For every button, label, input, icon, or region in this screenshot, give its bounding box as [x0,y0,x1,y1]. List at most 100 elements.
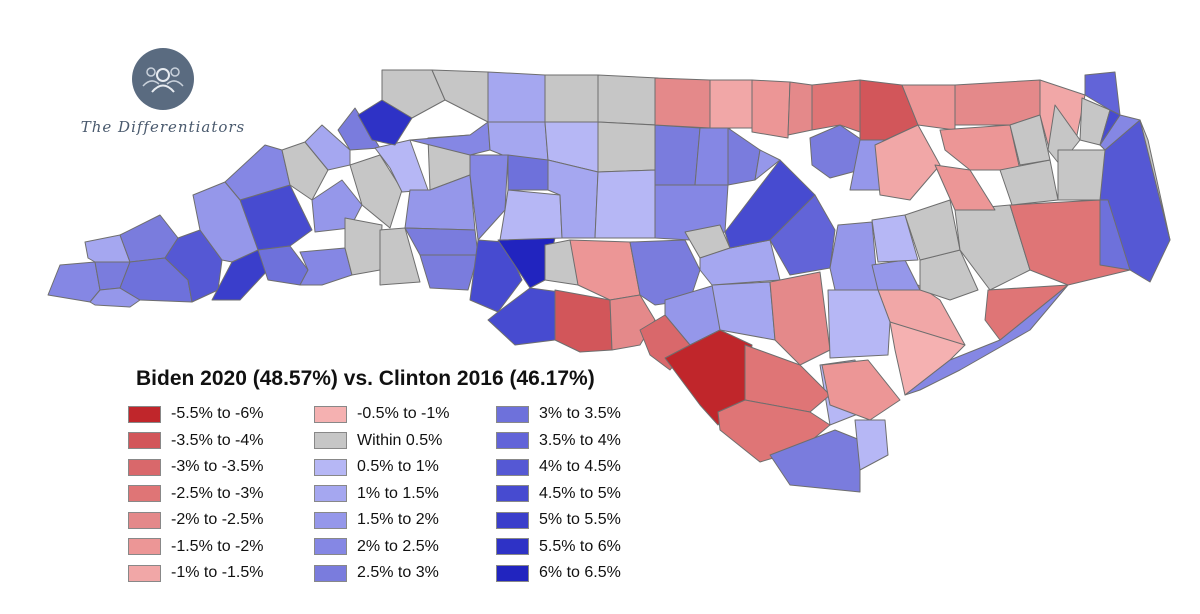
legend-swatch [314,432,347,450]
county [829,221,879,291]
legend-swatch [496,458,529,476]
county [1099,199,1131,271]
county [787,81,813,136]
county [934,164,996,211]
county [821,359,901,421]
legend-item: 4.5% to 5% [496,481,676,508]
legend-item: 6% to 6.5% [496,560,676,587]
county [404,227,479,256]
legend-swatch [128,458,161,476]
county [1139,119,1171,241]
county [507,154,549,191]
brand-name: The Differentiators [80,118,246,136]
county [654,77,711,129]
legend-label: 3% to 3.5% [539,405,621,423]
brand-logo: The Differentiators [74,48,252,136]
legend-title: Biden 2020 (48.57%) vs. Clinton 2016 (46… [136,367,595,390]
county [404,174,476,231]
legend-item: 3.5% to 4% [496,428,676,455]
county [469,154,509,241]
legend-swatch [128,432,161,450]
county [381,69,446,119]
legend-swatch [496,485,529,503]
county [349,154,403,229]
legend-label: 4% to 4.5% [539,458,621,476]
county [344,217,383,276]
legend-label: 6% to 6.5% [539,564,621,582]
county [709,79,753,129]
legend-swatch [314,564,347,582]
legend-swatch [496,564,529,582]
county [654,124,701,186]
legend-item: -5.5% to -6% [128,401,314,428]
legend-item: -0.5% to -1% [314,401,496,428]
county [1099,109,1121,146]
legend-item: -3.5% to -4% [128,428,314,455]
county [904,284,1069,396]
legend-item: 2.5% to 3% [314,560,496,587]
legend-swatch [128,485,161,503]
legend-label: 4.5% to 5% [539,484,621,502]
legend-swatch [314,485,347,503]
legend-swatch [496,511,529,529]
legend-item: -1% to -1.5% [128,560,314,587]
legend-swatch [496,432,529,450]
legend-label: -2.5% to -3% [171,484,264,502]
legend-label: 3.5% to 4% [539,431,621,449]
legend-column: -5.5% to -6% -3.5% to -4% -3% to -3.5% -… [128,401,314,587]
county [1009,114,1051,166]
legend-label: 2% to 2.5% [357,537,439,555]
legend-item: 0.5% to 1% [314,454,496,481]
legend-item: -2.5% to -3% [128,481,314,508]
county [554,289,613,353]
legend-item: -2% to -2.5% [128,507,314,534]
county [544,74,599,123]
legend-item: 4% to 4.5% [496,454,676,481]
county [744,344,831,413]
county [47,261,101,303]
county [871,259,921,291]
legend-label: -0.5% to -1% [357,405,450,423]
county [854,419,889,471]
county [871,214,919,263]
county [569,239,641,301]
people-group-icon [132,48,194,110]
legend-swatch [128,405,161,423]
county [954,204,1031,291]
legend-label: 1.5% to 2% [357,511,439,529]
legend-label: -2% to -2.5% [171,511,264,529]
legend-swatch [314,405,347,423]
county [594,169,656,239]
county [751,79,791,139]
legend-label: Within 0.5% [357,431,443,449]
legend-swatch [314,538,347,556]
county [379,227,421,286]
legend-label: -5.5% to -6% [171,405,264,423]
legend-column: -0.5% to -1% Within 0.5% 0.5% to 1% 1% t… [314,401,496,587]
county [694,127,731,186]
county [827,289,891,359]
county [939,124,1021,171]
legend-label: 0.5% to 1% [357,458,439,476]
legend-label: -1.5% to -2% [171,537,264,555]
legend-label: 5% to 5.5% [539,511,621,529]
county [769,194,836,276]
legend-label: 5.5% to 6% [539,537,621,555]
county [811,79,861,133]
legend-swatch [128,511,161,529]
legend-label: 2.5% to 3% [357,564,439,582]
county [769,271,831,366]
legend-label: -1% to -1.5% [171,564,264,582]
county [754,149,781,181]
legend-swatch [496,538,529,556]
county [499,189,563,241]
legend-swatch [496,405,529,423]
legend-swatch [314,458,347,476]
county [954,79,1041,126]
legend-column: 3% to 3.5% 3.5% to 4% 4% to 4.5% 4.5% to… [496,401,676,587]
county [409,121,491,156]
legend-swatch [314,511,347,529]
legend-item: 1% to 1.5% [314,481,496,508]
legend-label: -3.5% to -4% [171,431,264,449]
